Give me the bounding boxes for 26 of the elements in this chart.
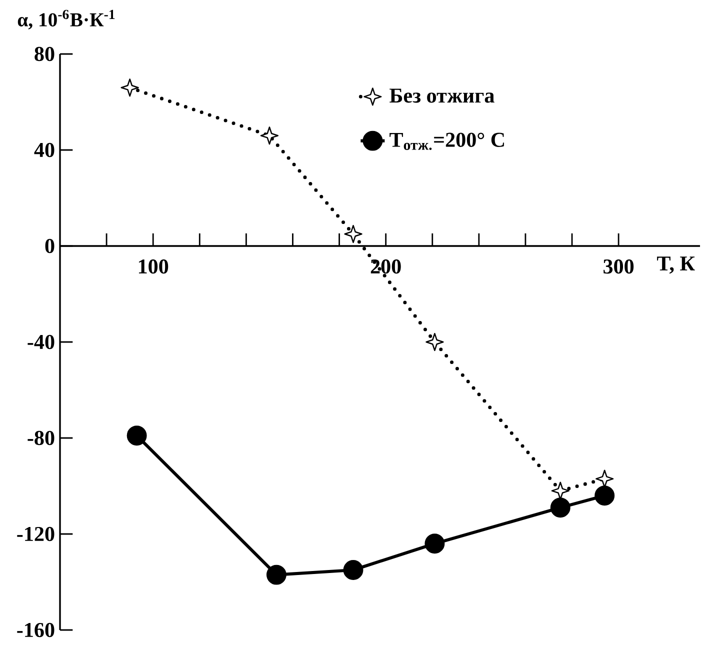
y-tick-label: 80 xyxy=(34,46,54,62)
y-tick-label: -40 xyxy=(28,334,54,350)
x-tick-label: 300 xyxy=(604,259,634,274)
y-tick-label: -120 xyxy=(17,526,54,542)
y-tick-label: 0 xyxy=(45,238,54,254)
x-tick-label: 200 xyxy=(370,259,401,274)
y-tick-label: 40 xyxy=(34,142,54,158)
point xyxy=(594,486,615,506)
x-tick-label: 100 xyxy=(138,259,168,274)
point xyxy=(551,482,570,500)
legend-label: Без отжига xyxy=(390,88,494,103)
y-tick-label: -80 xyxy=(28,430,54,446)
legend-label: T$_{отж.}$=200° C xyxy=(390,132,504,150)
point xyxy=(343,560,364,580)
point xyxy=(344,224,362,244)
y-tick-label: -160 xyxy=(17,622,54,638)
point xyxy=(266,564,286,585)
point xyxy=(120,78,139,97)
point xyxy=(550,498,570,518)
x-axis-title: T, К xyxy=(657,256,695,274)
point xyxy=(426,332,444,352)
point xyxy=(596,470,614,488)
y-axis-title: α, 10$^{-6}$В·К$^{-1}$ xyxy=(18,10,115,30)
point xyxy=(424,534,445,554)
point xyxy=(260,126,279,145)
point xyxy=(126,426,147,446)
